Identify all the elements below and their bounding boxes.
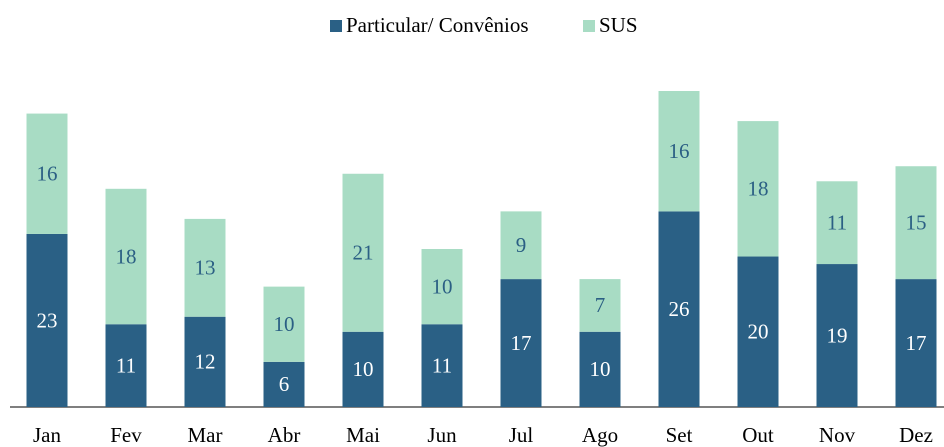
- data-label: 10: [353, 357, 374, 381]
- x-tick-label: Ago: [582, 423, 618, 447]
- data-label: 20: [748, 320, 769, 344]
- x-tick-label: Mar: [188, 423, 223, 447]
- x-tick-label: Out: [742, 423, 774, 447]
- data-label: 13: [195, 256, 216, 280]
- bar-segment: [658, 211, 700, 407]
- bar-segment: [263, 361, 305, 407]
- bar-segment: [895, 166, 937, 280]
- x-tick-label: Fev: [110, 423, 142, 447]
- x-tick-label: Jun: [427, 423, 457, 447]
- data-label: 23: [37, 308, 58, 332]
- data-label: 26: [669, 297, 690, 321]
- bar-segment: [737, 256, 779, 407]
- data-label: 7: [595, 293, 606, 317]
- bar-segment: [816, 264, 858, 407]
- data-label: 12: [195, 350, 216, 374]
- data-label: 10: [590, 357, 611, 381]
- legend-swatch: [330, 20, 342, 32]
- data-label: 16: [669, 139, 690, 163]
- bar-segment: [184, 316, 226, 407]
- bar-segment: [342, 173, 384, 332]
- data-label: 18: [748, 177, 769, 201]
- bar-segment: [26, 113, 68, 234]
- legend-label: SUS: [599, 13, 638, 37]
- data-label: 15: [906, 210, 927, 234]
- bar-segment: [26, 233, 68, 407]
- data-label: 16: [37, 162, 58, 186]
- bar-segment: [105, 188, 147, 325]
- bar-segment: [895, 279, 937, 407]
- x-tick-label: Jan: [33, 423, 61, 447]
- data-label: 18: [116, 244, 137, 268]
- bar-segment: [263, 286, 305, 362]
- bar-segment: [421, 249, 463, 325]
- x-tick-label: Abr: [268, 423, 301, 447]
- x-tick-label: Mai: [346, 423, 380, 447]
- data-label: 10: [432, 274, 453, 298]
- data-label: 6: [279, 372, 290, 396]
- bar-segment: [500, 279, 542, 407]
- x-tick-label: Jul: [509, 423, 534, 447]
- data-label: 11: [116, 353, 136, 377]
- x-tick-label: Nov: [819, 423, 856, 447]
- bar-segment: [421, 324, 463, 407]
- data-label: 9: [516, 233, 527, 257]
- bar-segment: [342, 331, 384, 407]
- bar-segment: [737, 121, 779, 257]
- data-label: 17: [511, 331, 532, 355]
- data-label: 19: [827, 323, 848, 347]
- data-label: 11: [432, 353, 452, 377]
- bar-segment: [658, 91, 700, 212]
- bar-segment: [579, 279, 621, 332]
- x-tick-label: Set: [666, 423, 693, 447]
- bar-segment: [579, 331, 621, 407]
- data-label: 21: [353, 241, 374, 265]
- data-label: 11: [827, 210, 847, 234]
- legend-swatch: [583, 20, 595, 32]
- bar-segment: [105, 324, 147, 407]
- bar-segment: [184, 218, 226, 317]
- x-tick-label: Dez: [899, 423, 933, 447]
- bar-segment: [816, 181, 858, 265]
- legend-label: Particular/ Convênios: [346, 13, 529, 37]
- data-label: 17: [906, 331, 927, 355]
- data-label: 10: [274, 312, 295, 336]
- bar-segment: [500, 211, 542, 280]
